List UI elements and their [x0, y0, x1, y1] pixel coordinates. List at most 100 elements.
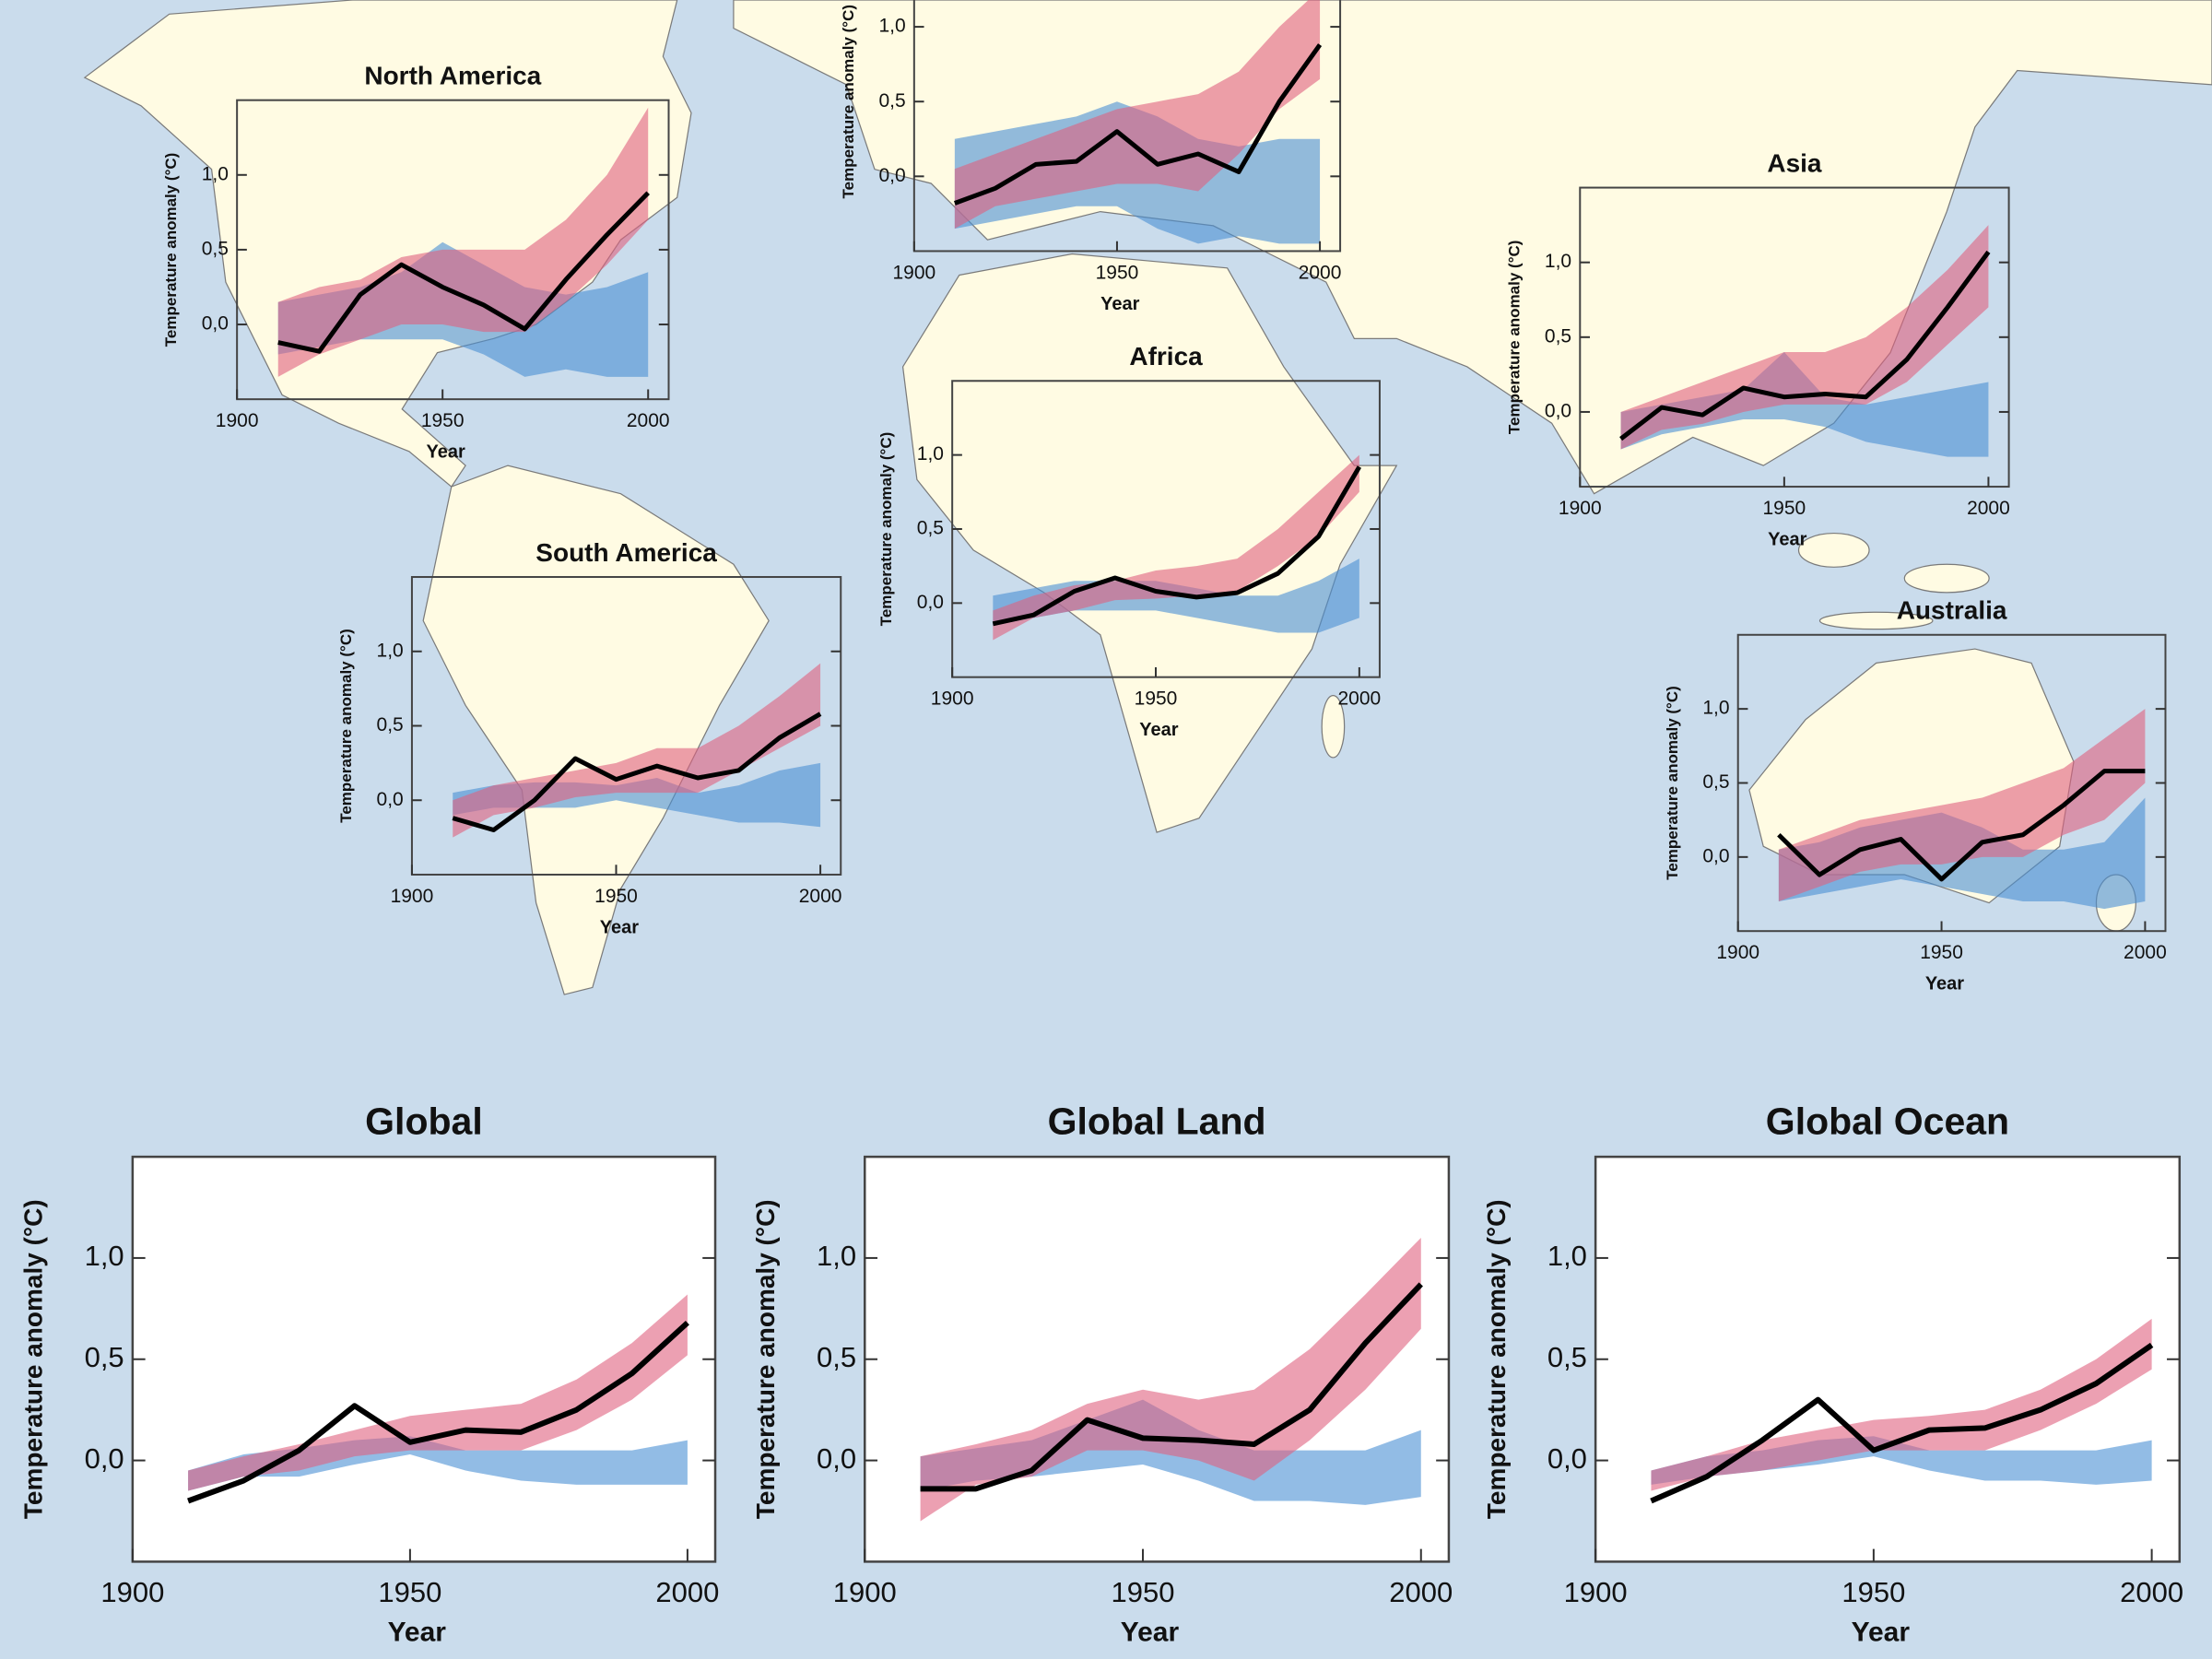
- y-tick-label: 0,0: [817, 1442, 856, 1475]
- y-tick-label: 1,0: [1547, 1240, 1587, 1272]
- y-axis-label: Temperature anomaly (°C): [840, 5, 857, 199]
- x-tick-label: 1950: [1096, 262, 1139, 283]
- x-tick-label: 1900: [833, 1576, 897, 1608]
- x-tick-label: 2000: [655, 1576, 719, 1608]
- x-tick-label: 1950: [1112, 1576, 1175, 1608]
- x-axis-label: Year: [1768, 530, 1806, 550]
- x-tick-label: 1900: [391, 886, 434, 907]
- x-tick-label: 1950: [378, 1576, 441, 1608]
- x-tick-label: 2000: [1299, 262, 1342, 283]
- y-tick-label: 1,0: [878, 16, 905, 37]
- y-tick-label: 0,5: [85, 1341, 124, 1373]
- chart-title: Global: [365, 1100, 483, 1143]
- x-tick-label: 1900: [1559, 498, 1602, 519]
- chart-title: Global Land: [1048, 1100, 1266, 1143]
- observed-line: [452, 712, 822, 833]
- x-tick-label: 2000: [1389, 1576, 1453, 1608]
- observed-line: [953, 43, 1323, 206]
- y-tick-label: 0,0: [85, 1442, 124, 1475]
- y-tick-label: 0,0: [1702, 845, 1729, 866]
- island: [1903, 563, 1990, 594]
- y-axis-label: Temperature anomaly (°C): [19, 1199, 48, 1519]
- observed-line: [1650, 1342, 2154, 1504]
- y-tick-label: 0,0: [1547, 1442, 1587, 1475]
- y-axis-label: Temperature anomaly (°C): [877, 432, 895, 627]
- island: [1818, 611, 1934, 630]
- y-axis-label: Temperature anomaly (°C): [1482, 1199, 1511, 1519]
- range-band: [277, 107, 649, 377]
- x-tick-label: 2000: [1337, 688, 1381, 710]
- x-axis-label: Year: [1852, 1617, 1911, 1647]
- south-america: [422, 465, 770, 995]
- island: [1797, 532, 1870, 568]
- x-tick-label: 1950: [594, 886, 638, 907]
- x-tick-label: 2000: [1967, 498, 2010, 519]
- y-tick-label: 0,0: [377, 789, 404, 810]
- y-axis-label: Temperature anomaly (°C): [1505, 241, 1523, 435]
- range-band: [1620, 225, 1989, 450]
- y-tick-label: 1,0: [817, 1240, 856, 1272]
- y-tick-label: 0,5: [878, 90, 905, 112]
- x-axis-label: Year: [1100, 294, 1139, 314]
- y-axis-label: Temperature anomaly (°C): [162, 153, 180, 347]
- y-tick-label: 0,5: [1545, 325, 1571, 347]
- africa: [901, 253, 1398, 833]
- x-tick-label: 1900: [892, 262, 935, 283]
- observed-line: [992, 465, 1362, 627]
- x-tick-label: 1900: [1716, 942, 1759, 963]
- range-band: [1778, 709, 2146, 902]
- x-axis-label: Year: [600, 917, 639, 937]
- y-tick-label: 0,5: [377, 714, 404, 735]
- x-axis-label: Year: [388, 1617, 447, 1647]
- y-tick-label: 0,5: [1547, 1341, 1587, 1373]
- x-tick-label: 1900: [216, 410, 259, 431]
- plot-background: [1595, 1157, 2180, 1562]
- y-tick-label: 1,0: [917, 443, 944, 465]
- x-tick-label: 2000: [2124, 942, 2167, 963]
- x-tick-label: 1950: [1920, 942, 1963, 963]
- x-tick-label: 2000: [799, 886, 842, 907]
- x-tick-label: 1900: [931, 688, 974, 710]
- range-band: [453, 663, 821, 838]
- range-band: [993, 454, 1359, 641]
- y-tick-label: 0,0: [1545, 400, 1571, 421]
- y-tick-label: 1,0: [1545, 251, 1571, 272]
- island: [1321, 694, 1346, 759]
- chart-title: Asia: [1767, 148, 1822, 177]
- range-band: [453, 762, 821, 828]
- chart-title: Australia: [1897, 596, 2007, 625]
- observed-line: [187, 1320, 689, 1504]
- observed-line: [1777, 769, 2146, 882]
- y-tick-label: 0,0: [202, 313, 229, 335]
- chart-title: South America: [535, 538, 717, 567]
- y-tick-label: 1,0: [377, 640, 404, 661]
- y-tick-label: 0,5: [817, 1341, 856, 1373]
- chart-title: Africa: [1129, 342, 1203, 371]
- y-tick-label: 1,0: [202, 163, 229, 184]
- y-tick-label: 0,5: [1702, 771, 1729, 793]
- x-tick-label: 2000: [627, 410, 670, 431]
- x-tick-label: 1950: [1135, 688, 1178, 710]
- range-band: [920, 1237, 1421, 1522]
- x-tick-label: 1950: [1763, 498, 1806, 519]
- chart-title: Global Ocean: [1766, 1100, 2009, 1143]
- y-tick-label: 0,0: [878, 165, 905, 186]
- chart-title: North America: [364, 62, 541, 90]
- y-tick-label: 1,0: [1702, 698, 1729, 719]
- y-axis-label: Temperature anomaly (°C): [1664, 686, 1681, 880]
- x-tick-label: 1900: [100, 1576, 164, 1608]
- y-axis-label: Temperature anomaly (°C): [337, 629, 355, 823]
- y-tick-label: 0,5: [917, 518, 944, 539]
- y-tick-label: 0,5: [202, 238, 229, 259]
- x-axis-label: Year: [1139, 720, 1178, 740]
- y-tick-label: 0,0: [917, 592, 944, 613]
- x-axis-label: Year: [427, 442, 465, 463]
- observed-line: [1619, 250, 1991, 441]
- y-tick-label: 1,0: [85, 1240, 124, 1272]
- x-tick-label: 1950: [421, 410, 465, 431]
- x-axis-label: Year: [1925, 974, 1964, 994]
- range-band: [1651, 1318, 2152, 1491]
- x-tick-label: 1900: [1564, 1576, 1628, 1608]
